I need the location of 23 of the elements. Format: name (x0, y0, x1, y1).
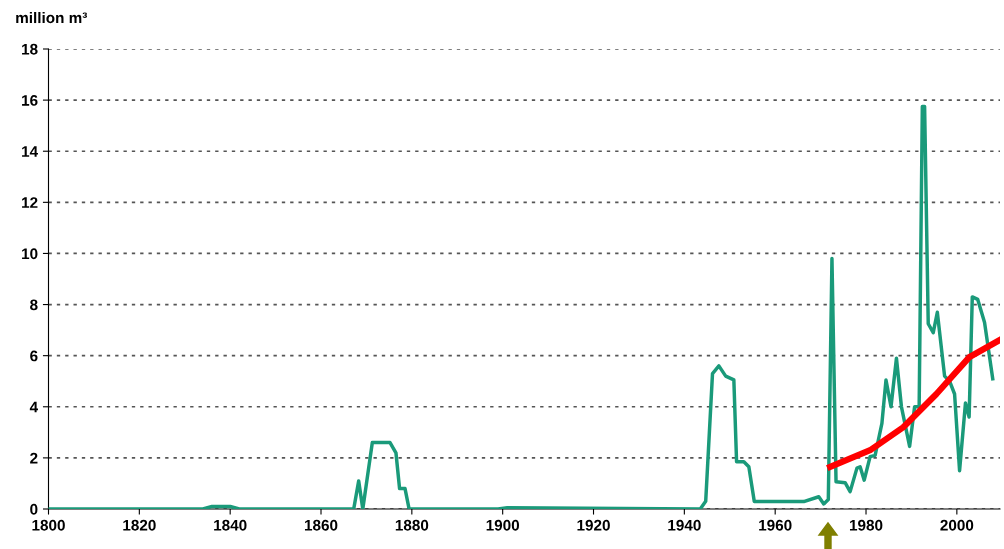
x-tick-label: 1860 (304, 519, 338, 531)
x-tick-label: 1820 (123, 519, 156, 531)
x-tick-label: 1840 (214, 519, 247, 531)
y-tick-label: 12 (22, 197, 38, 208)
y-tick-label: 10 (22, 248, 38, 260)
y-axis-title: million m³ (16, 11, 88, 24)
x-tick-label: 1880 (395, 519, 429, 531)
y-tick-label: 4 (29, 401, 38, 413)
x-tick-label: 1920 (577, 519, 610, 531)
y-tick-label: 18 (22, 43, 38, 55)
x-tick-label: 1800 (32, 519, 65, 531)
y-tick-label: 14 (22, 146, 38, 157)
y-tick-label: 0 (30, 503, 38, 515)
y-tick-label: 16 (22, 94, 38, 106)
y-tick-label: 8 (30, 299, 38, 311)
x-tick-label: 1980 (849, 519, 883, 531)
x-tick-label: 2000 (940, 519, 974, 531)
x-tick-label: 1900 (486, 519, 520, 531)
x-tick-label: 1960 (759, 519, 792, 531)
line-series (48, 104, 995, 509)
y-tick-label: 6 (30, 350, 38, 362)
y-tick-label: 2 (30, 452, 38, 464)
x-tick-label: 1940 (668, 519, 701, 531)
